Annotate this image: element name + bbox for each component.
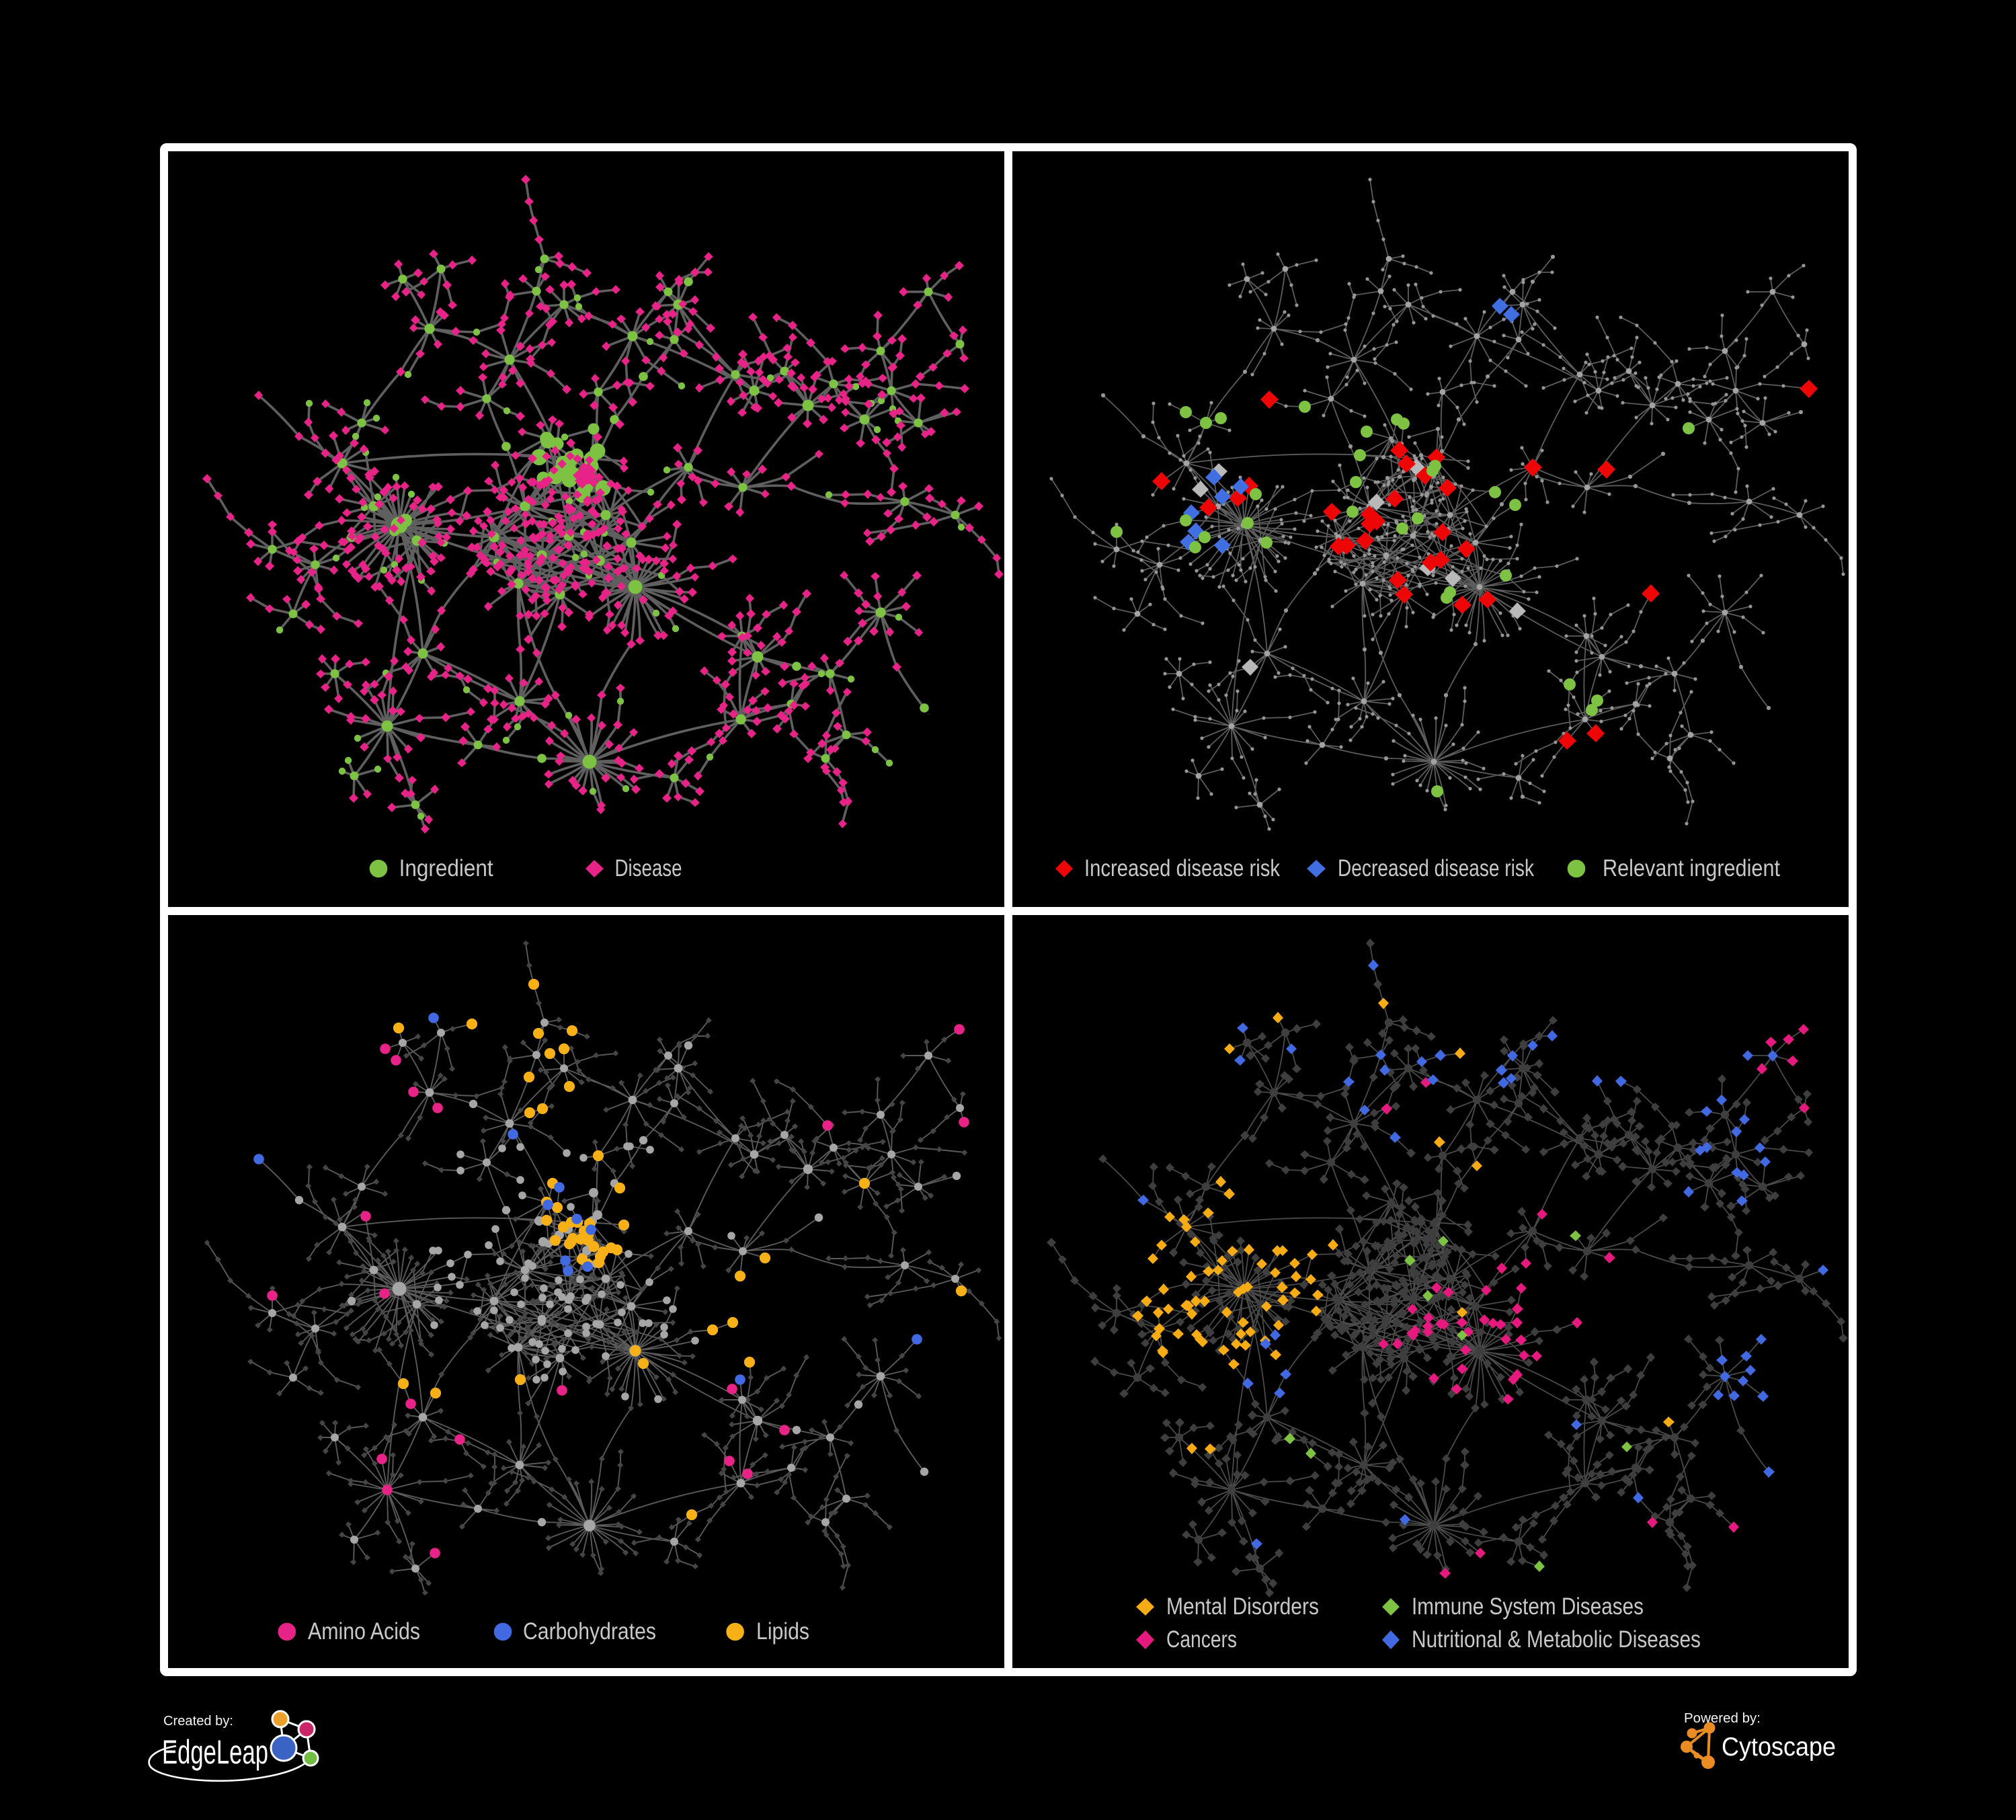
svg-text:Amino Acids: Amino Acids — [308, 1618, 420, 1645]
svg-text:Mental Disorders: Mental Disorders — [1166, 1593, 1319, 1620]
svg-text:Created by:: Created by: — [163, 1714, 233, 1729]
svg-text:Nutritional & Metabolic Diseas: Nutritional & Metabolic Diseases — [1412, 1626, 1701, 1653]
svg-text:Powered by:: Powered by: — [1684, 1711, 1761, 1726]
svg-text:Increased disease risk: Increased disease risk — [1084, 855, 1280, 881]
svg-text:Immune System Diseases: Immune System Diseases — [1412, 1593, 1644, 1620]
svg-text:Carbohydrates: Carbohydrates — [523, 1618, 656, 1645]
svg-text:Disease: Disease — [615, 855, 682, 881]
svg-text:Decreased disease risk: Decreased disease risk — [1338, 855, 1534, 881]
svg-text:Relevant ingredient: Relevant ingredient — [1603, 855, 1780, 881]
svg-text:Lipids: Lipids — [756, 1618, 809, 1645]
svg-text:Cancers: Cancers — [1166, 1626, 1237, 1653]
svg-text:Ingredient: Ingredient — [399, 855, 493, 881]
svg-text:EdgeLeap: EdgeLeap — [162, 1733, 268, 1771]
svg-text:Cytoscape: Cytoscape — [1722, 1733, 1836, 1762]
